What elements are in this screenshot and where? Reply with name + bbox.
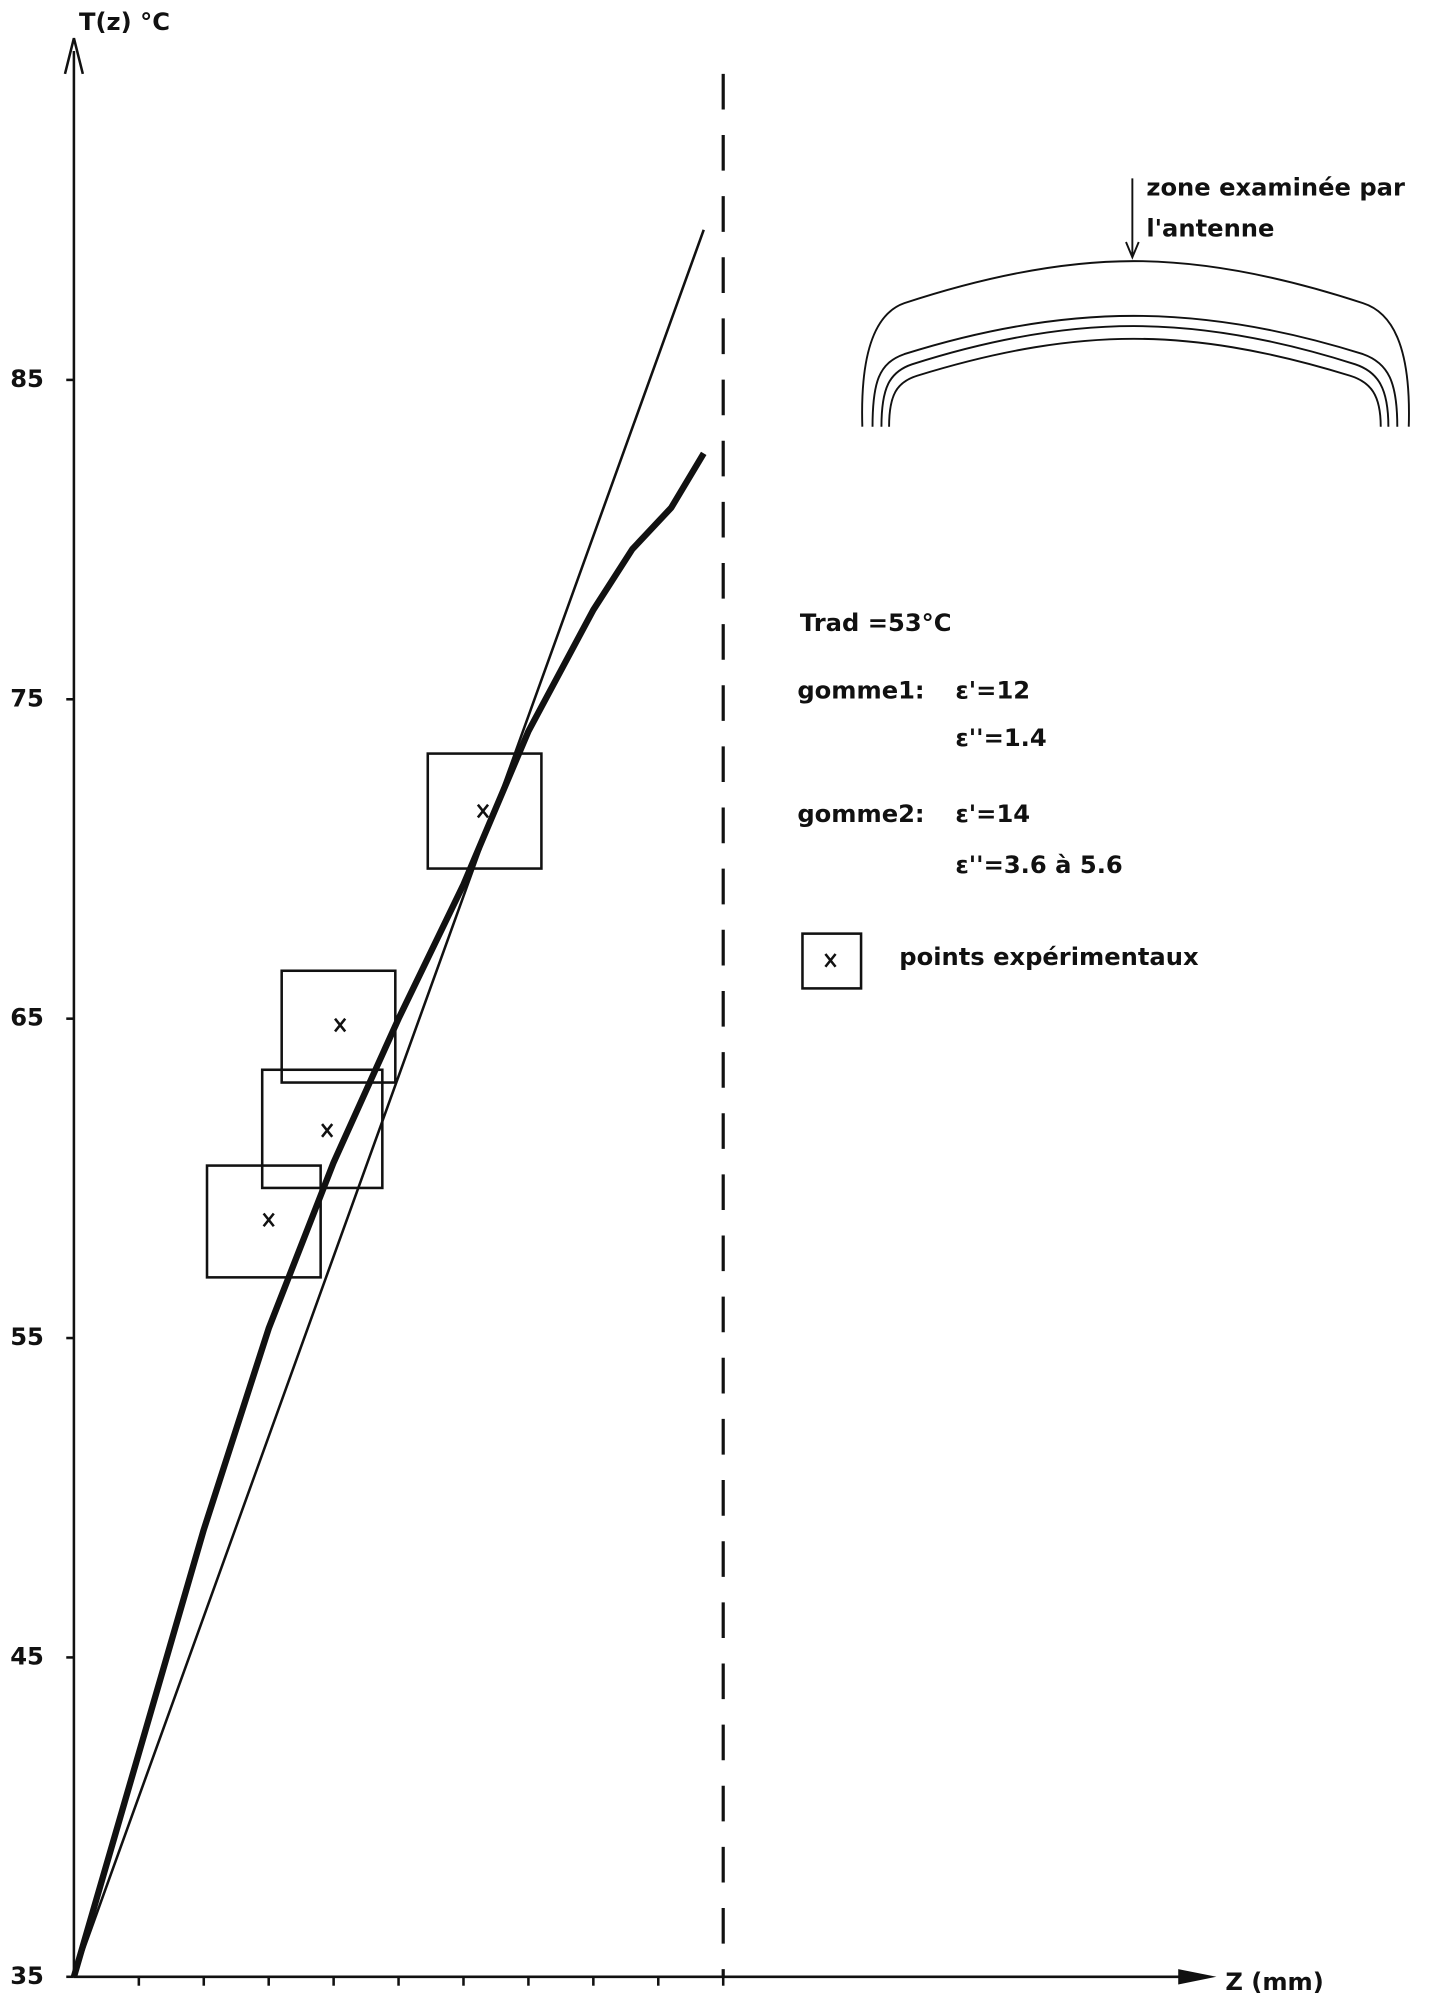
line <box>74 230 704 1977</box>
y-tick-label: 65 <box>10 1004 44 1032</box>
point-marker <box>322 1124 332 1137</box>
annotation: gomme1: <box>797 677 924 705</box>
point-marker <box>478 805 488 818</box>
legend-marker <box>825 954 835 967</box>
y-tick-label: 75 <box>10 684 44 712</box>
y-tick-label: 85 <box>10 365 44 393</box>
annotation: ε''=1.4 <box>955 724 1046 752</box>
annotation: ε''=3.6 à 5.6 <box>955 851 1122 879</box>
annotation: zone examinée par <box>1146 174 1405 202</box>
y-tick-label: 55 <box>10 1323 44 1351</box>
x-axis-label: Z (mm) <box>1225 1968 1323 1996</box>
y-tick-label: 35 <box>10 1962 44 1990</box>
y-tick-label: 45 <box>10 1642 44 1670</box>
annotation: ε'=12 <box>955 677 1030 705</box>
annotation: l'antenne <box>1146 214 1274 242</box>
chart: T(z) °C Z (mm) zone examinée par l'anten… <box>0 0 1447 2001</box>
annotation: ε'=14 <box>955 800 1030 828</box>
line <box>74 453 704 1976</box>
legend-label: points expérimentaux <box>899 943 1199 971</box>
point-marker <box>335 1019 345 1032</box>
x-axis-arrow <box>1178 1969 1216 1984</box>
annotation: Trad =53°C <box>800 609 952 637</box>
tire-diagram <box>862 178 1409 426</box>
y-axis <box>65 38 83 1977</box>
y-axis-label: T(z) °C <box>79 8 170 36</box>
annotation: gomme2: <box>797 800 924 828</box>
point-marker <box>264 1214 274 1227</box>
error-box <box>207 1166 321 1278</box>
